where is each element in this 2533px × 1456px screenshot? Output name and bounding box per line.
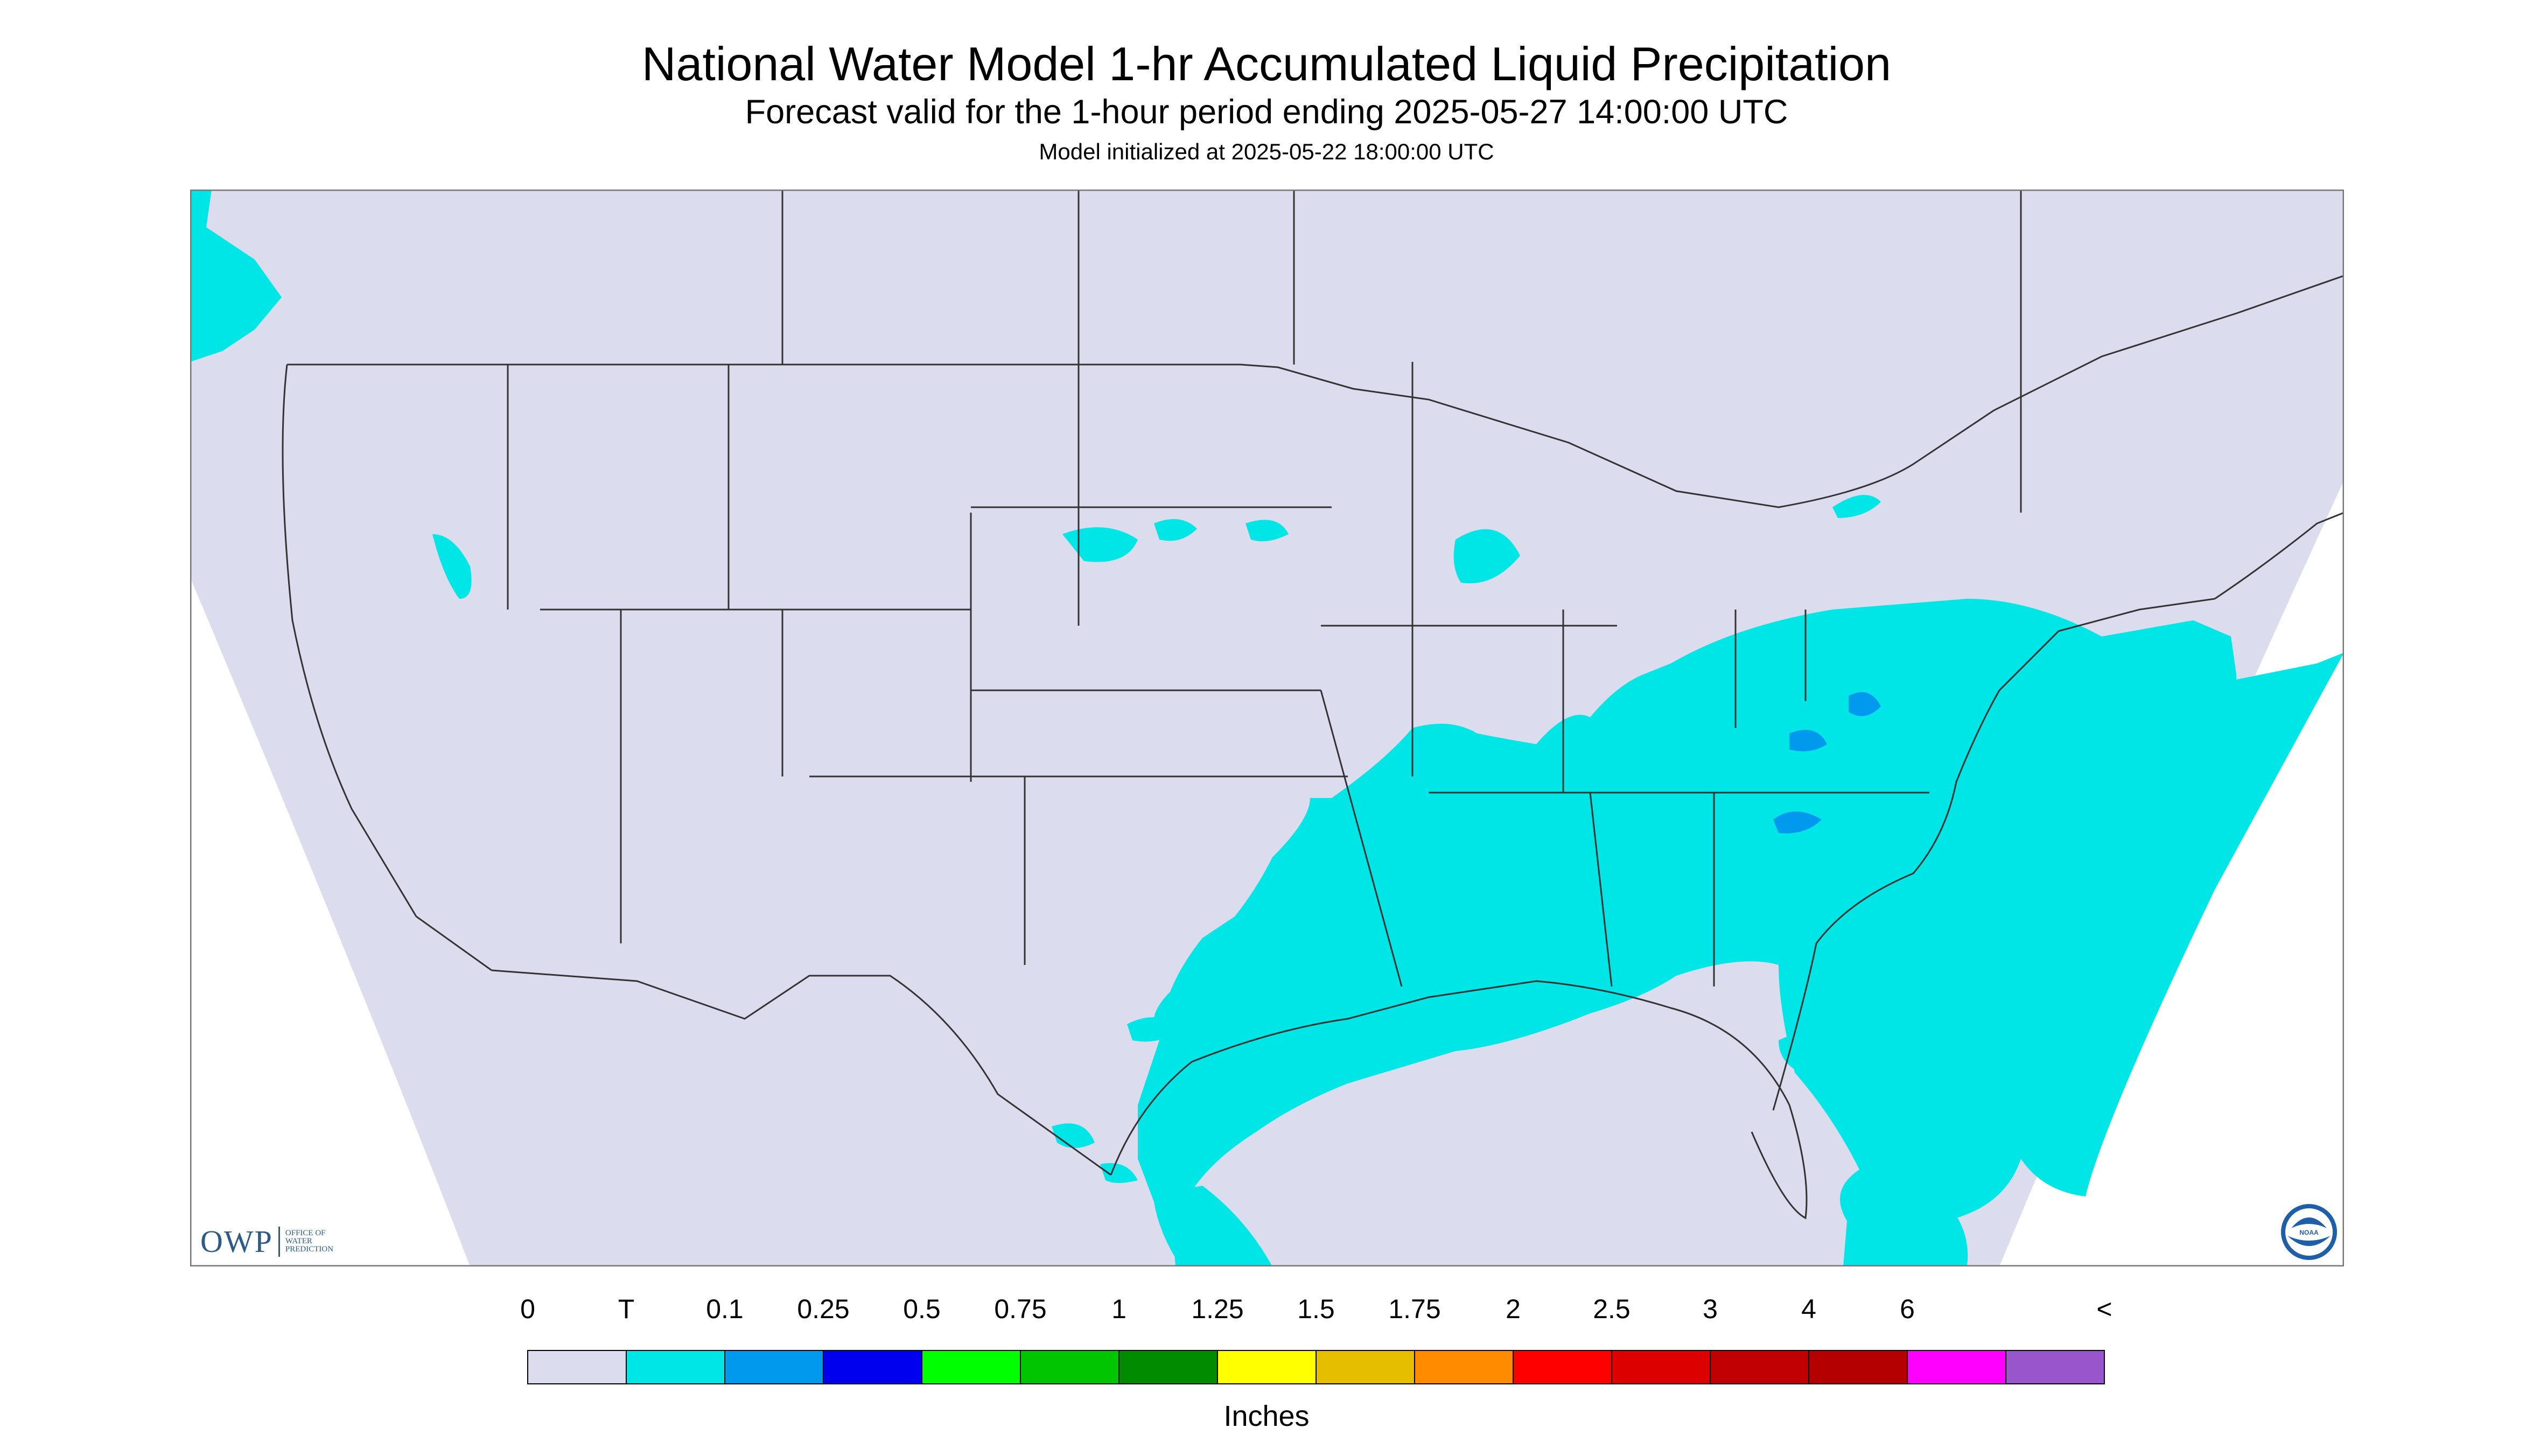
gulf-coast (1110, 980, 1808, 1220)
model-init-line: Model initialized at 2025-05-22 18:00:00… (1039, 139, 1494, 164)
legend-label-15: < (2096, 1294, 2112, 1324)
legend-swatch-13 (1808, 1350, 1908, 1384)
legend-swatch-9 (1414, 1350, 1514, 1384)
precip-texas-scatter-1 (1127, 1017, 1181, 1042)
us-coastline-west (282, 364, 492, 971)
legend-label-5: 0.75 (994, 1294, 1046, 1324)
precip-heavier-virginia (1849, 692, 1881, 716)
precip-dakota-2 (1154, 519, 1197, 541)
legend-swatch-0 (527, 1350, 627, 1384)
legend-label-7: 1.25 (1191, 1294, 1243, 1324)
legend-label-8: 1.5 (1297, 1294, 1335, 1324)
atlantic-coast (1772, 598, 2215, 1111)
legend-swatch-4 (921, 1350, 1021, 1384)
precip-heavier-nc (1773, 811, 1822, 834)
precip-texas-scatter-2 (1052, 1123, 1095, 1148)
legend-swatch-12 (1710, 1350, 1809, 1384)
legend-swatch-11 (1611, 1350, 1711, 1384)
owp-logo-mark: OWP (200, 1224, 273, 1259)
owp-logo: OWP OFFICE OF WATER PREDICTION (200, 1223, 345, 1259)
us-canada-border (287, 275, 2344, 508)
precip-heavier-wv (1789, 730, 1827, 752)
legend-label-1: T (618, 1294, 635, 1324)
precip-florida-east (1827, 974, 2021, 1120)
legend-label-0: 0 (520, 1294, 535, 1324)
noaa-seal-icon: NOAA (2281, 1204, 2337, 1260)
legend-label-14: 6 (1900, 1294, 1915, 1324)
precip-wisconsin (1453, 529, 1520, 584)
legend-swatch-1 (626, 1350, 725, 1384)
legend-swatch-8 (1316, 1350, 1415, 1384)
precip-dakota-3 (1245, 520, 1289, 542)
legend-label-10: 2 (1506, 1294, 1521, 1324)
owp-logo-line-2: WATER (285, 1237, 312, 1245)
legend-label-3: 0.25 (797, 1294, 849, 1324)
precip-caribbean (1843, 1180, 1968, 1266)
precipitation-legend: 0 T 0.1 0.25 0.5 0.75 1 1.25 1.5 1.75 2 2.5 3 4 6 < Inc… (520, 1294, 2112, 1432)
precip-gulf-south (1170, 1186, 1272, 1266)
precip-michigan-area (1832, 495, 1881, 518)
legend-swatch-6 (1118, 1350, 1218, 1384)
precipitation-areas (190, 190, 2344, 1266)
owp-logo-line-1: OFFICE OF (285, 1229, 326, 1237)
legend-swatch-2 (724, 1350, 824, 1384)
legend-swatch-14 (1907, 1350, 2006, 1384)
owp-logo-divider (278, 1226, 280, 1257)
legend-swatch-10 (1513, 1350, 1612, 1384)
heavier-precip-areas (1773, 692, 1881, 834)
legend-swatches (527, 1350, 2105, 1384)
chart-subtitle: Forecast valid for the 1-hour period end… (745, 93, 1788, 131)
precip-texas-scatter-3 (1100, 1163, 1138, 1183)
owp-logo-subtitle: OFFICE OF WATER PREDICTION (285, 1229, 345, 1254)
legend-labels: 0 T 0.1 0.25 0.5 0.75 1 1.25 1.5 1.75 2 2.5 3 4 6 < (520, 1294, 2112, 1324)
chart-title: National Water Model 1-hr Accumulated Li… (641, 37, 1892, 90)
political-boundaries (282, 190, 2344, 1220)
legend-swatch-7 (1217, 1350, 1317, 1384)
precipitation-map (190, 190, 2344, 1266)
canada-coast-east (2214, 512, 2344, 600)
us-mexico-border (491, 969, 1111, 1176)
precip-pacific-northwest (190, 190, 282, 362)
legend-swatch-15 (2005, 1350, 2105, 1384)
legend-label-4: 0.5 (903, 1294, 941, 1324)
owp-logo-line-3: PREDICTION (285, 1245, 334, 1254)
legend-swatch-3 (823, 1350, 922, 1384)
map-frame (190, 190, 2344, 1266)
legend-label-9: 1.75 (1388, 1294, 1440, 1324)
precip-oregon (432, 534, 472, 599)
legend-label-13: 4 (1801, 1294, 1816, 1324)
noaa-logo-text: NOAA (2299, 1229, 2319, 1236)
legend-label-6: 1 (1111, 1294, 1126, 1324)
legend-label-12: 3 (1703, 1294, 1718, 1324)
legend-swatch-5 (1020, 1350, 1119, 1384)
outside-domain-left (190, 577, 470, 1266)
precip-southeast-main (1138, 599, 2344, 1266)
legend-label-11: 2.5 (1593, 1294, 1631, 1324)
legend-label-2: 0.1 (706, 1294, 744, 1324)
precip-dakota-1 (1062, 527, 1138, 562)
legend-unit-label: Inches (1223, 1400, 1309, 1432)
